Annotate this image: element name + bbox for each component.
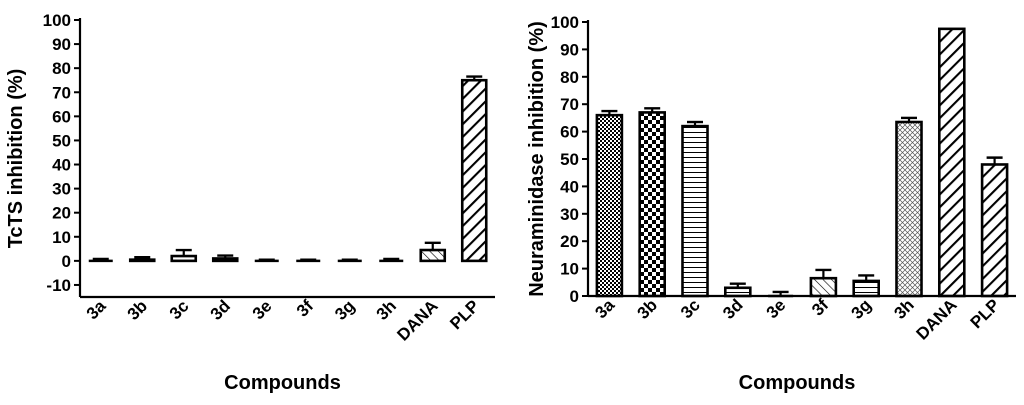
bar-3c	[170, 254, 198, 263]
y-tick-label: 60	[560, 123, 579, 142]
x-tick-label-3a: 3a	[591, 295, 618, 322]
y-tick-label: 40	[52, 156, 71, 175]
bar-3h	[895, 120, 923, 298]
y-tick-label: 90	[560, 40, 579, 59]
bar-3f	[809, 276, 838, 298]
x-tick-label-3d: 3d	[207, 296, 234, 323]
x-axis-title: Compounds	[224, 372, 341, 394]
y-tick-label: 60	[52, 107, 71, 126]
x-tick-label-dana: DANA	[393, 296, 441, 344]
y-tick-label: -10	[46, 276, 71, 295]
bar-dana	[937, 27, 966, 298]
y-tick-label: 10	[52, 228, 71, 247]
bar-3b	[128, 258, 156, 263]
x-tick-label-3g: 3g	[331, 296, 358, 323]
x-axis-title: Compounds	[739, 372, 856, 394]
x-tick-label-3d: 3d	[719, 295, 746, 322]
y-axis-title: Neuraminidase inhibition (%)	[526, 21, 548, 297]
x-tick-label-plp: PLP	[967, 295, 1004, 332]
x-tick-label-3e: 3e	[249, 296, 276, 323]
x-tick-label-3c: 3c	[677, 295, 704, 322]
x-tick-label-plp: PLP	[446, 296, 483, 333]
bar-dana	[419, 248, 447, 263]
bar-3d	[723, 286, 752, 298]
y-tick-label: 100	[551, 13, 579, 32]
y-tick-label: 0	[62, 252, 71, 271]
bar-3d	[211, 257, 239, 263]
y-tick-label: 20	[52, 204, 71, 223]
x-tick-label-3h: 3h	[890, 295, 917, 322]
y-tick-label: 50	[52, 131, 71, 150]
y-tick-label: 40	[560, 177, 579, 196]
y-tick-label: 30	[560, 205, 579, 224]
bar-plp	[980, 163, 1009, 298]
y-tick-label: 100	[43, 11, 71, 30]
bar-3b	[638, 111, 667, 298]
y-tick-label: 80	[52, 59, 71, 78]
y-tick-label: 70	[52, 83, 71, 102]
y-tick-label: 30	[52, 180, 71, 199]
y-tick-label: 80	[560, 68, 579, 87]
y-tick-label: 90	[52, 35, 71, 54]
x-tick-label-3g: 3g	[848, 295, 875, 322]
y-tick-label: 70	[560, 95, 579, 114]
x-tick-label-3b: 3b	[124, 296, 151, 323]
y-tick-label: 20	[560, 232, 579, 251]
chart-panel-tcts: -10 0 10 20 30 40 50 60 70 80 90 100 3a 3b 3c 3d 3e 3f 3g 3…	[5, 11, 495, 394]
x-tick-label-3c: 3c	[166, 296, 193, 323]
x-tick-label-3b: 3b	[634, 295, 661, 322]
y-tick-label: 0	[570, 287, 579, 306]
y-axis-title: TcTS inhibition (%)	[5, 69, 27, 249]
x-tick-label-3f: 3f	[808, 295, 832, 319]
bar-3c	[681, 124, 709, 298]
bar-3a	[595, 113, 624, 298]
bar-3g	[852, 279, 881, 298]
y-tick-label: 10	[560, 260, 579, 279]
x-tick-label-3h: 3h	[373, 296, 400, 323]
x-tick-label-3e: 3e	[763, 295, 790, 322]
x-tick-label-dana: DANA	[912, 295, 960, 343]
x-tick-label-3f: 3f	[293, 296, 317, 320]
bar-plp	[460, 78, 488, 263]
chart-panel-neuraminidase: 0 10 20 30 40 50 60 70 80 90 100 3a 3b 3c 3d 3e 3f 3g 3hDA…	[526, 13, 1016, 394]
y-tick-label: 50	[560, 150, 579, 169]
x-tick-label-3a: 3a	[83, 296, 110, 323]
